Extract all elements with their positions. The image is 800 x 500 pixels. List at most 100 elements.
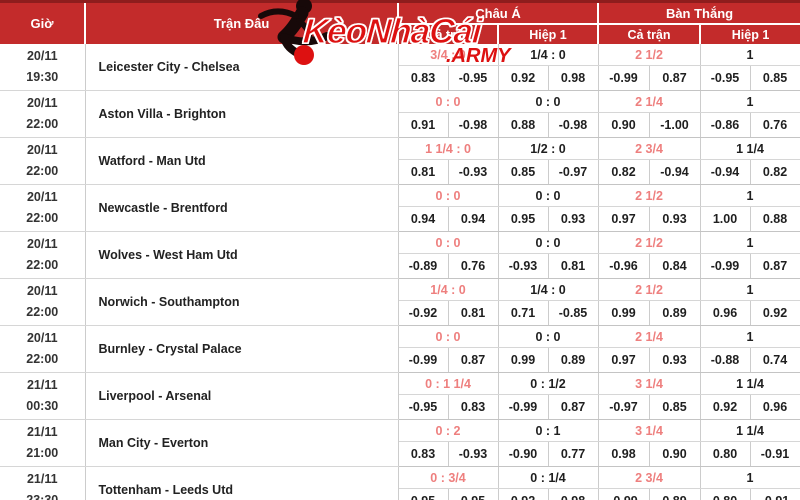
- goals-full-odds-under: 0.90: [649, 441, 701, 467]
- subheader-goals-h1: Hiệp 1: [698, 23, 800, 44]
- asian-h1-odds-away: 0.93: [548, 206, 599, 232]
- asian-h1-line: 0 : 1: [498, 419, 599, 442]
- match-name[interactable]: Leicester City - Chelsea: [85, 44, 399, 91]
- match-row: 20/11 19:30 Leicester City - Chelsea 3/4…: [0, 44, 800, 91]
- match-row: 21/11 21:00 Man City - Everton 0 : 2 0 :…: [0, 419, 800, 467]
- match-odds-row: -0.99 0.87 0.99 0.89 0.97 0.93 -0.88 0.7…: [0, 347, 800, 373]
- time-cell: 21/11 21:00: [0, 419, 86, 467]
- time-cell: 20/11 22:00: [0, 137, 86, 185]
- match-row: 20/11 22:00 Aston Villa - Brighton 0 : 0…: [0, 90, 800, 138]
- match-name[interactable]: Watford - Man Utd: [85, 137, 399, 185]
- subheader-asian-h1: Hiệp 1: [497, 23, 598, 44]
- match-name[interactable]: Tottenham - Leeds Utd: [85, 466, 399, 500]
- goals-full-odds-over: 0.90: [598, 112, 650, 138]
- goals-full-odds-under: -1.00: [649, 112, 701, 138]
- match-time: 22:00: [26, 117, 59, 131]
- time-cell: 20/11 22:00: [0, 231, 86, 279]
- asian-full-odds-away: 0.87: [448, 347, 499, 373]
- asian-full-line: 1 1/4 : 0: [398, 137, 499, 160]
- goals-h1-odds-under: -0.91: [750, 488, 800, 500]
- goals-full-odds-under: -0.94: [649, 159, 701, 185]
- asian-full-odds-away: 0.81: [448, 300, 499, 326]
- goals-h1-odds-over: -0.99: [700, 253, 751, 279]
- match-date: 20/11: [26, 190, 58, 204]
- match-date: 20/11: [26, 237, 58, 251]
- goals-full-odds-over: -0.97: [598, 394, 650, 420]
- goals-full-odds-under: 0.89: [649, 300, 701, 326]
- goals-full-odds-under: 0.93: [649, 347, 701, 373]
- match-date: 20/11: [26, 331, 58, 345]
- asian-h1-odds-home: 0.99: [498, 347, 549, 373]
- col-header-time: Giờ: [0, 0, 85, 44]
- match-row: 20/11 22:00 Wolves - West Ham Utd 0 : 0 …: [0, 231, 800, 279]
- asian-full-line: 1/4 : 0: [398, 278, 499, 301]
- asian-h1-odds-away: 0.87: [548, 394, 599, 420]
- match-odds-row: 0.95 0.95 0.92 0.98 -0.99 0.89 0.80 -0.9…: [0, 488, 800, 500]
- goals-full-odds-over: 0.98: [598, 441, 650, 467]
- goals-h1-line: 1 1/4: [700, 372, 800, 395]
- asian-h1-odds-away: 0.81: [548, 253, 599, 279]
- goals-full-odds-over: -0.99: [598, 488, 650, 500]
- asian-h1-odds-away: 0.77: [548, 441, 599, 467]
- goals-h1-odds-under: 0.88: [750, 206, 800, 232]
- asian-full-odds-away: 0.94: [448, 206, 499, 232]
- match-odds-row: 0.94 0.94 0.95 0.93 0.97 0.93 1.00 0.88: [0, 206, 800, 232]
- goals-h1-odds-under: 0.92: [750, 300, 800, 326]
- asian-h1-line: 0 : 0: [498, 231, 599, 254]
- goals-full-line: 2 1/2: [598, 44, 701, 66]
- table-header: Giờ Trận Đấu Châu Á Bàn Thắng Cả trận Hi…: [0, 0, 800, 44]
- asian-h1-line: 0 : 1/4: [498, 466, 599, 489]
- match-name[interactable]: Norwich - Southampton: [85, 278, 399, 326]
- asian-full-odds-home: 0.94: [398, 206, 449, 232]
- asian-full-odds-home: -0.92: [398, 300, 449, 326]
- match-name[interactable]: Aston Villa - Brighton: [85, 90, 399, 138]
- match-time: 22:00: [26, 164, 59, 178]
- asian-h1-odds-away: -0.98: [548, 112, 599, 138]
- match-name[interactable]: Burnley - Crystal Palace: [85, 325, 399, 373]
- goals-full-line: 2 3/4: [598, 137, 701, 160]
- asian-full-odds-home: -0.99: [398, 347, 449, 373]
- goals-full-odds-under: 0.89: [649, 488, 701, 500]
- asian-h1-line: 0 : 1/2: [498, 372, 599, 395]
- goals-full-odds-over: 0.97: [598, 347, 650, 373]
- goals-full-line: 3 1/4: [598, 419, 701, 442]
- asian-h1-odds-away: 0.98: [548, 65, 599, 91]
- match-time: 21:00: [26, 446, 59, 460]
- goals-h1-odds-over: -0.86: [700, 112, 751, 138]
- asian-full-odds-home: 0.83: [398, 441, 449, 467]
- goals-full-line: 2 1/2: [598, 231, 701, 254]
- goals-full-odds-under: 0.87: [649, 65, 701, 91]
- match-name[interactable]: Wolves - West Ham Utd: [85, 231, 399, 279]
- asian-h1-line: 1/4 : 0: [498, 278, 599, 301]
- asian-full-line: 0 : 2: [398, 419, 499, 442]
- goals-h1-line: 1: [700, 44, 800, 66]
- match-name[interactable]: Newcastle - Brentford: [85, 184, 399, 232]
- match-odds-row: -0.89 0.76 -0.93 0.81 -0.96 0.84 -0.99 0…: [0, 253, 800, 279]
- asian-full-odds-away: -0.93: [448, 441, 499, 467]
- match-date: 21/11: [26, 472, 58, 486]
- goals-h1-odds-over: 0.80: [700, 488, 751, 500]
- asian-full-odds-home: -0.95: [398, 394, 449, 420]
- asian-h1-odds-home: 0.88: [498, 112, 549, 138]
- asian-h1-odds-away: 0.98: [548, 488, 599, 500]
- match-row: 20/11 22:00 Burnley - Crystal Palace 0 :…: [0, 325, 800, 373]
- match-date: 21/11: [26, 425, 58, 439]
- time-cell: 20/11 22:00: [0, 90, 86, 138]
- goals-h1-line: 1: [700, 90, 800, 113]
- col-header-asian: Châu Á: [397, 0, 598, 24]
- asian-h1-line: 1/4 : 0: [498, 44, 599, 66]
- goals-full-odds-under: 0.93: [649, 206, 701, 232]
- asian-full-odds-away: 0.76: [448, 253, 499, 279]
- match-odds-row: 0.83 -0.95 0.92 0.98 -0.99 0.87 -0.95 0.…: [0, 65, 800, 91]
- asian-full-odds-away: 0.83: [448, 394, 499, 420]
- goals-h1-odds-over: -0.88: [700, 347, 751, 373]
- match-name[interactable]: Liverpool - Arsenal: [85, 372, 399, 420]
- asian-full-odds-home: -0.89: [398, 253, 449, 279]
- goals-h1-line: 1 1/4: [700, 137, 800, 160]
- asian-h1-odds-away: 0.89: [548, 347, 599, 373]
- match-name[interactable]: Man City - Everton: [85, 419, 399, 467]
- goals-full-odds-over: -0.99: [598, 65, 650, 91]
- asian-h1-odds-home: 0.92: [498, 65, 549, 91]
- match-time: 00:30: [26, 399, 59, 413]
- time-cell: 20/11 22:00: [0, 184, 86, 232]
